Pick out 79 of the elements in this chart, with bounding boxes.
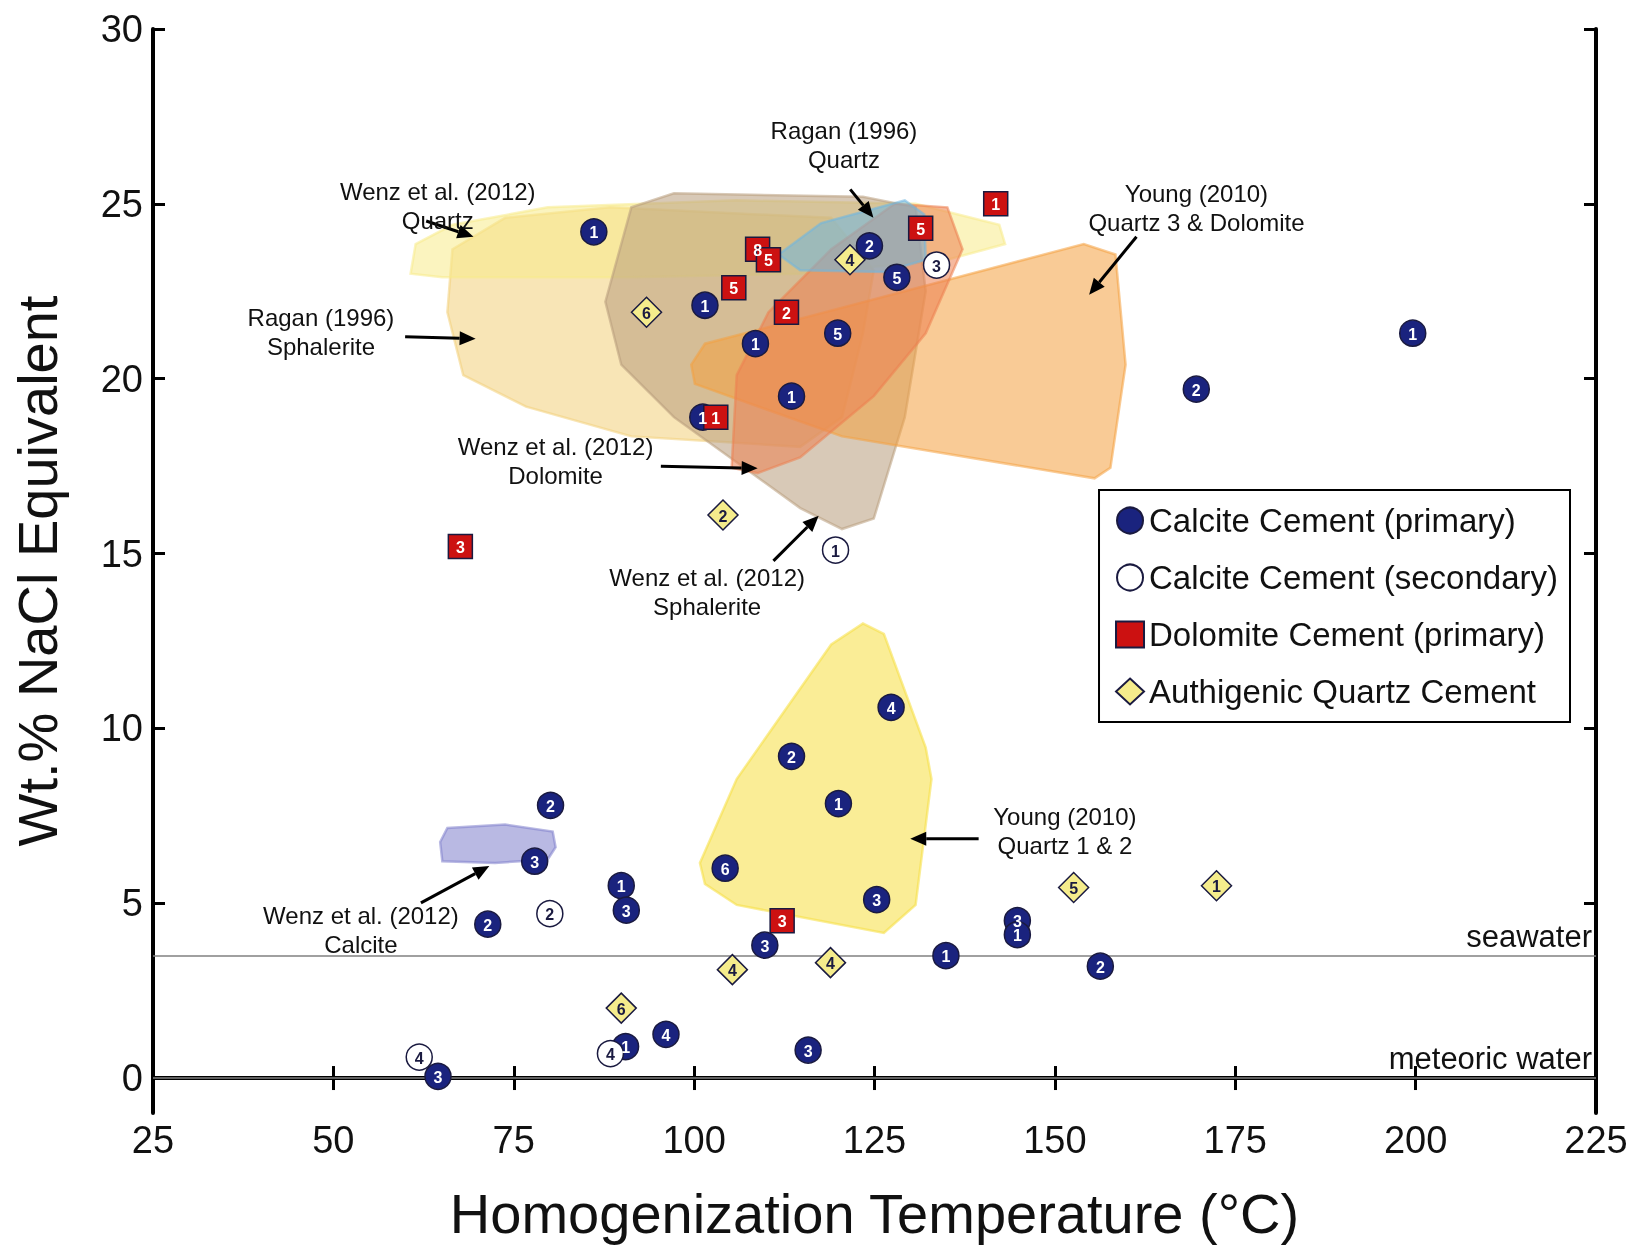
annotation: 1 [941, 948, 951, 966]
x-tick-label: 175 [1203, 1119, 1267, 1161]
legend-label: Authigenic Quartz Cement [1149, 673, 1537, 710]
legend-label: Calcite Cement (primary) [1149, 502, 1516, 539]
annotation: 4 [661, 1026, 671, 1044]
x-tick-label: 125 [842, 1119, 907, 1161]
annotation: 1 [1212, 878, 1222, 896]
annotation: 3 [777, 913, 787, 931]
annotation: 1 [991, 196, 1001, 214]
annotation: 3 [530, 853, 540, 871]
annotation: 5 [729, 280, 739, 298]
x-tick-label: 100 [662, 1119, 726, 1161]
annotation: 5 [892, 269, 902, 287]
annotation: 1 [1408, 325, 1418, 343]
annotation: 3 [872, 892, 882, 910]
y-tick-label: 0 [121, 1057, 143, 1100]
annotation: 6 [642, 304, 652, 322]
y-tick-label: 10 [100, 707, 143, 750]
annotation: 4 [886, 699, 896, 717]
annotation: 6 [616, 1000, 626, 1018]
y-tick-label: 30 [100, 8, 143, 50]
annotation: 2 [787, 748, 797, 766]
annotation: 2 [545, 906, 555, 924]
annotation: 2 [865, 238, 874, 256]
legend-label: Dolomite Cement (primary) [1149, 616, 1546, 653]
y-tick-label: 5 [121, 882, 143, 925]
annotation: 3 [455, 539, 465, 557]
y-tick-label: 25 [100, 182, 143, 225]
y-tick-label: 20 [100, 357, 143, 400]
annotation: 2 [718, 507, 728, 525]
annotation: 3 [932, 257, 942, 275]
annotation: 1 [751, 336, 760, 354]
annotation: 4 [414, 1049, 424, 1067]
annotation: 1 [711, 409, 721, 427]
annotation: 1 [589, 224, 599, 242]
annotation: 2 [782, 304, 792, 322]
legend-label: Calcite Cement (secondary) [1149, 559, 1559, 596]
annotation: 5 [1069, 879, 1079, 897]
annotation: 2 [1191, 381, 1201, 399]
annotation: 6 [720, 860, 730, 878]
annotation: Young (2010) Quartz 3 & Dolomite [1088, 180, 1305, 237]
annotation: 3 [760, 937, 770, 955]
annotation: 4 [845, 252, 855, 270]
annotation: 4 [727, 962, 737, 980]
annotation: 1 [621, 1039, 631, 1057]
annotation: 1 [787, 388, 797, 406]
x-tick-label: 50 [312, 1119, 355, 1161]
x-tick-label: 75 [492, 1119, 535, 1161]
annotation: Ragan (1996) Sphalerite [247, 304, 395, 361]
annotation: 1 [616, 878, 626, 896]
annotation: 2 [483, 916, 493, 934]
annotation: 5 [763, 252, 773, 270]
annotation: 4 [826, 955, 836, 973]
x-tick-label: 225 [1564, 1119, 1628, 1161]
y-axis-title: Wt.% NaCl Equivalent [5, 295, 69, 847]
annotation: Wenz et al. (2012) Quartz [339, 178, 536, 235]
x-tick-label: 150 [1023, 1119, 1087, 1161]
annotation: 1 [1012, 927, 1022, 945]
annotation: 5 [833, 325, 843, 343]
annotation: 2 [546, 797, 556, 815]
ref-line-label: seawater [1466, 918, 1592, 954]
annotation: 4 [605, 1046, 615, 1064]
annotation: 3 [433, 1068, 443, 1086]
x-axis-title: Homogenization Temperature (°C) [449, 1181, 1300, 1245]
annotation: Wenz et al. (2012) Calcite [263, 902, 459, 959]
annotation: 2 [1095, 958, 1105, 976]
annotation: Ragan (1996) Quartz [770, 117, 918, 174]
ref-line-label: meteoric water [1388, 1041, 1592, 1077]
annotation: 1 [833, 796, 843, 814]
y-tick-label: 15 [100, 532, 143, 575]
annotation: 3 [803, 1042, 813, 1060]
x-tick-label: 200 [1383, 1119, 1448, 1161]
annotation: Wenz et al. (2012) Sphalerite [609, 564, 805, 621]
annotation: Young (2010) Quartz 1 & 2 [993, 803, 1137, 860]
annotation: 1 [700, 297, 710, 315]
annotation: 3 [621, 902, 631, 920]
annotation: 5 [916, 220, 926, 238]
annotation: Wenz et al. (2012) Dolomite [457, 432, 654, 489]
annotation: 1 [831, 542, 841, 560]
